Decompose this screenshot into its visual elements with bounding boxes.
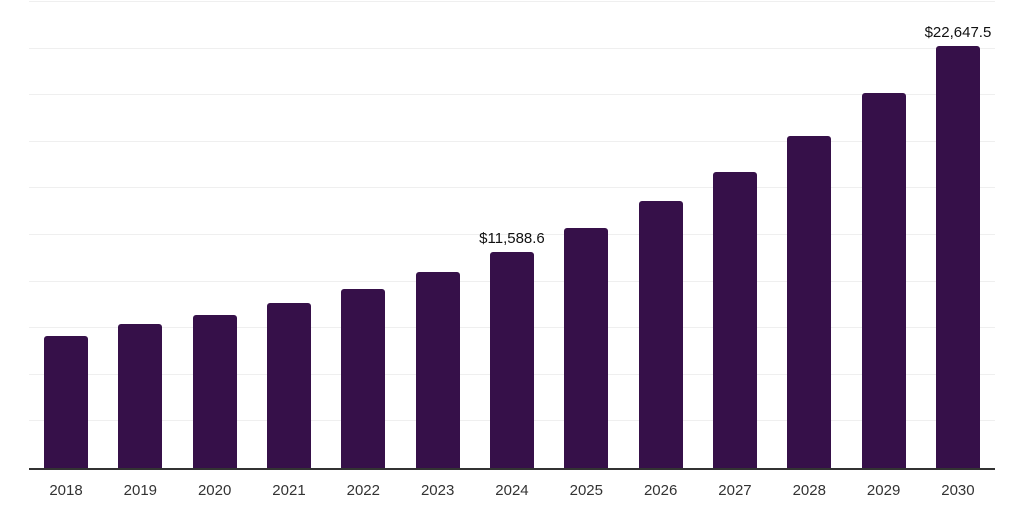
bar-slot-2029 [861,2,906,468]
bar-slot-2028 [787,2,832,468]
bar-2029 [861,93,906,468]
x-axis-labels: 2018 2019 2020 2021 2022 2023 2024 2025 2026 2027… [29,481,995,501]
bars-container: $11,588.6 $22,647.5 [29,2,995,468]
bar-slot-2024: $11,588.6 [479,2,545,468]
x-tick-label-2021: 2021 [272,482,306,499]
bar-2026 [638,201,683,468]
bar-slot-2021 [266,2,311,468]
gridline [29,47,995,49]
x-tick-label-2029: 2029 [866,482,901,499]
x-tick-label-2018: 2018 [49,482,83,499]
x-tick-label-2028: 2028 [792,482,826,499]
bar-slot-2018 [44,2,88,468]
plot-area: $11,588.6 $22,647.5 [29,1,995,470]
gridline [29,234,995,235]
data-label-2030: $22,647.5 [924,23,992,41]
bar-2019 [118,324,163,468]
x-tick-label-2023: 2023 [420,482,455,499]
bar-slot-2022 [341,2,386,468]
bar-2021 [266,303,311,468]
data-label-2024: $11,588.6 [479,230,545,247]
gridline [29,1,995,2]
x-tick-label-2027: 2027 [718,482,752,499]
bar-slot-2025 [564,2,609,468]
gridline [29,140,995,142]
x-tick-label-2020: 2020 [197,482,232,499]
bar-2020 [192,315,237,468]
x-tick-label-2025: 2025 [569,482,603,499]
bar-2022 [341,289,386,468]
bar-slot-2020 [192,2,237,468]
bar-2018 [44,335,88,468]
x-tick-label-2024: 2024 [495,482,529,499]
bar-slot-2026 [638,2,683,468]
bar-2023 [415,272,460,468]
bar-2030 [935,45,980,468]
bar-2028 [787,136,832,468]
x-tick-label-2026: 2026 [643,482,678,499]
bar-2027 [712,171,757,468]
bar-slot-2030: $22,647.5 [925,2,991,468]
x-tick-label-2022: 2022 [346,482,380,499]
gridline [29,187,995,189]
bar-2024 [489,252,534,468]
x-tick-label-2019: 2019 [123,482,158,499]
bar-slot-2019 [118,2,163,468]
x-tick-label-2030: 2030 [941,482,975,499]
gridline [29,94,995,96]
bar-slot-2027 [712,2,757,468]
bar-2025 [564,227,609,468]
bar-slot-2023 [415,2,460,468]
